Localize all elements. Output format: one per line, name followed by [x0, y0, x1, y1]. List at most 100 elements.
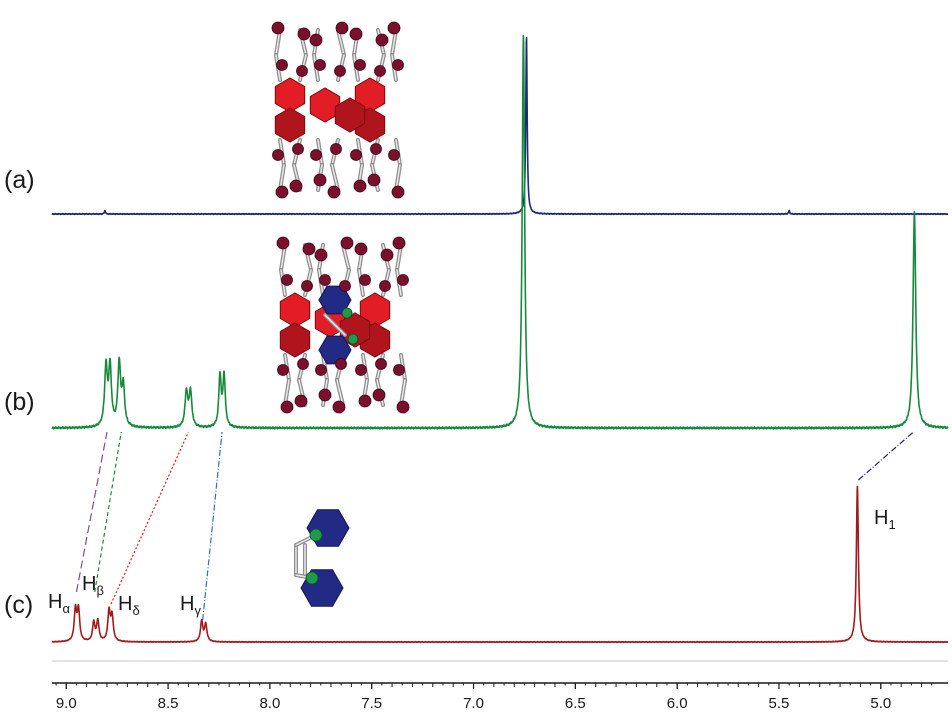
atom-ball	[315, 364, 327, 376]
host-guest-complex-structure	[276, 236, 410, 414]
atom-ball	[354, 59, 366, 71]
peak-label: Hγ	[180, 593, 201, 618]
atom-ball	[297, 27, 311, 41]
atom-ball	[375, 358, 387, 370]
correlation-line	[858, 431, 914, 481]
bond-highlight	[342, 244, 350, 271]
x-tick-label: 5.0	[870, 695, 891, 712]
guest-molecule-structure	[294, 509, 350, 607]
trace-label: (a)	[4, 166, 35, 194]
atom-ball	[335, 21, 349, 35]
atom-ball	[372, 388, 386, 402]
atom-ball	[294, 394, 308, 408]
peak-label: Hβ	[82, 573, 104, 598]
cage-host-structure	[271, 21, 405, 199]
atom-ball	[353, 179, 367, 193]
bond-highlight	[337, 29, 345, 56]
x-tick-label: 8.5	[158, 695, 179, 712]
atom-ball	[374, 65, 386, 77]
x-tick-label: 8.0	[259, 695, 280, 712]
atom-ball	[327, 185, 341, 199]
atom-ball	[367, 173, 381, 187]
peak-label-subscript: α	[62, 601, 70, 616]
molecular-structures	[271, 21, 410, 607]
bond-highlight	[324, 314, 346, 336]
aromatic-ring	[334, 97, 366, 133]
peak-label-subscript: β	[96, 583, 103, 598]
atom-ball	[313, 173, 327, 187]
atom-ball	[396, 400, 410, 414]
bond-highlight	[336, 379, 344, 406]
correlation-line	[75, 431, 108, 593]
atom-ball	[296, 65, 308, 77]
atom-ball	[276, 59, 288, 71]
peak-label: Hδ	[118, 593, 140, 618]
spectrum-trace	[51, 34, 949, 430]
atom-ball	[335, 358, 347, 370]
spectrum-traces	[51, 34, 949, 644]
atom-ball	[387, 21, 401, 35]
atom-ball	[392, 59, 404, 71]
trace-label: (c)	[4, 591, 33, 619]
trace-label: (b)	[4, 388, 35, 416]
atom-ball	[349, 27, 363, 41]
aromatic-ring	[309, 87, 341, 123]
peak-label-subscript: δ	[132, 603, 139, 618]
x-tick-label: 6.5	[565, 695, 586, 712]
atom-ball	[289, 179, 303, 193]
x-tick-label: 7.0	[463, 695, 484, 712]
aromatic-ring	[274, 77, 306, 113]
x-tick-label: 9.0	[56, 695, 77, 712]
atom-ball	[309, 33, 323, 47]
atom-ball	[332, 400, 346, 414]
nitrogen-atom	[341, 307, 353, 319]
trace-labels: (a) (b) (c)	[4, 166, 35, 619]
atom-ball	[319, 274, 331, 286]
atom-ball	[272, 149, 284, 161]
atom-ball	[392, 236, 406, 250]
x-tick-label: 6.0	[667, 695, 688, 712]
atom-ball	[358, 394, 372, 408]
correlation-line	[94, 431, 122, 593]
nitrogen-atom	[305, 571, 319, 585]
peak-label-base: H	[48, 591, 62, 613]
correlation-lines	[75, 431, 914, 621]
aromatic-ring	[274, 107, 306, 143]
atom-ball	[277, 364, 289, 376]
atom-ball	[301, 280, 313, 292]
atom-ball	[314, 59, 326, 71]
atom-ball	[379, 280, 391, 292]
spectrum-trace	[51, 36, 949, 216]
x-tick-label: 5.5	[769, 695, 790, 712]
atom-ball	[339, 280, 351, 292]
bond-highlight	[331, 164, 339, 191]
peak-label-subscript: 1	[888, 517, 895, 532]
atom-ball	[276, 236, 290, 250]
x-axis: 9.0 8.5 8.0 7.5 7.0 6.5 6.0 5.5 5.0	[52, 660, 948, 712]
atom-ball	[310, 149, 322, 161]
aromatic-ring	[279, 322, 311, 358]
atom-ball	[370, 143, 382, 155]
atom-ball	[375, 33, 389, 47]
atom-ball	[380, 248, 394, 262]
spectrum-trace	[51, 485, 949, 644]
nitrogen-atom	[347, 333, 359, 345]
peak-label-base: H	[118, 593, 132, 615]
atom-ball	[388, 149, 400, 161]
atom-ball	[397, 274, 409, 286]
atom-ball	[354, 242, 368, 256]
atom-ball	[297, 358, 309, 370]
correlation-line	[110, 431, 189, 605]
atom-ball	[280, 400, 294, 414]
atom-ball	[391, 185, 405, 199]
peak-label-base: H	[82, 573, 96, 595]
nitrogen-atom	[309, 528, 323, 542]
atom-ball	[359, 274, 371, 286]
atom-ball	[292, 143, 304, 155]
atom-ball	[350, 149, 362, 161]
peak-label-base: H	[874, 507, 888, 529]
atom-ball	[318, 388, 332, 402]
